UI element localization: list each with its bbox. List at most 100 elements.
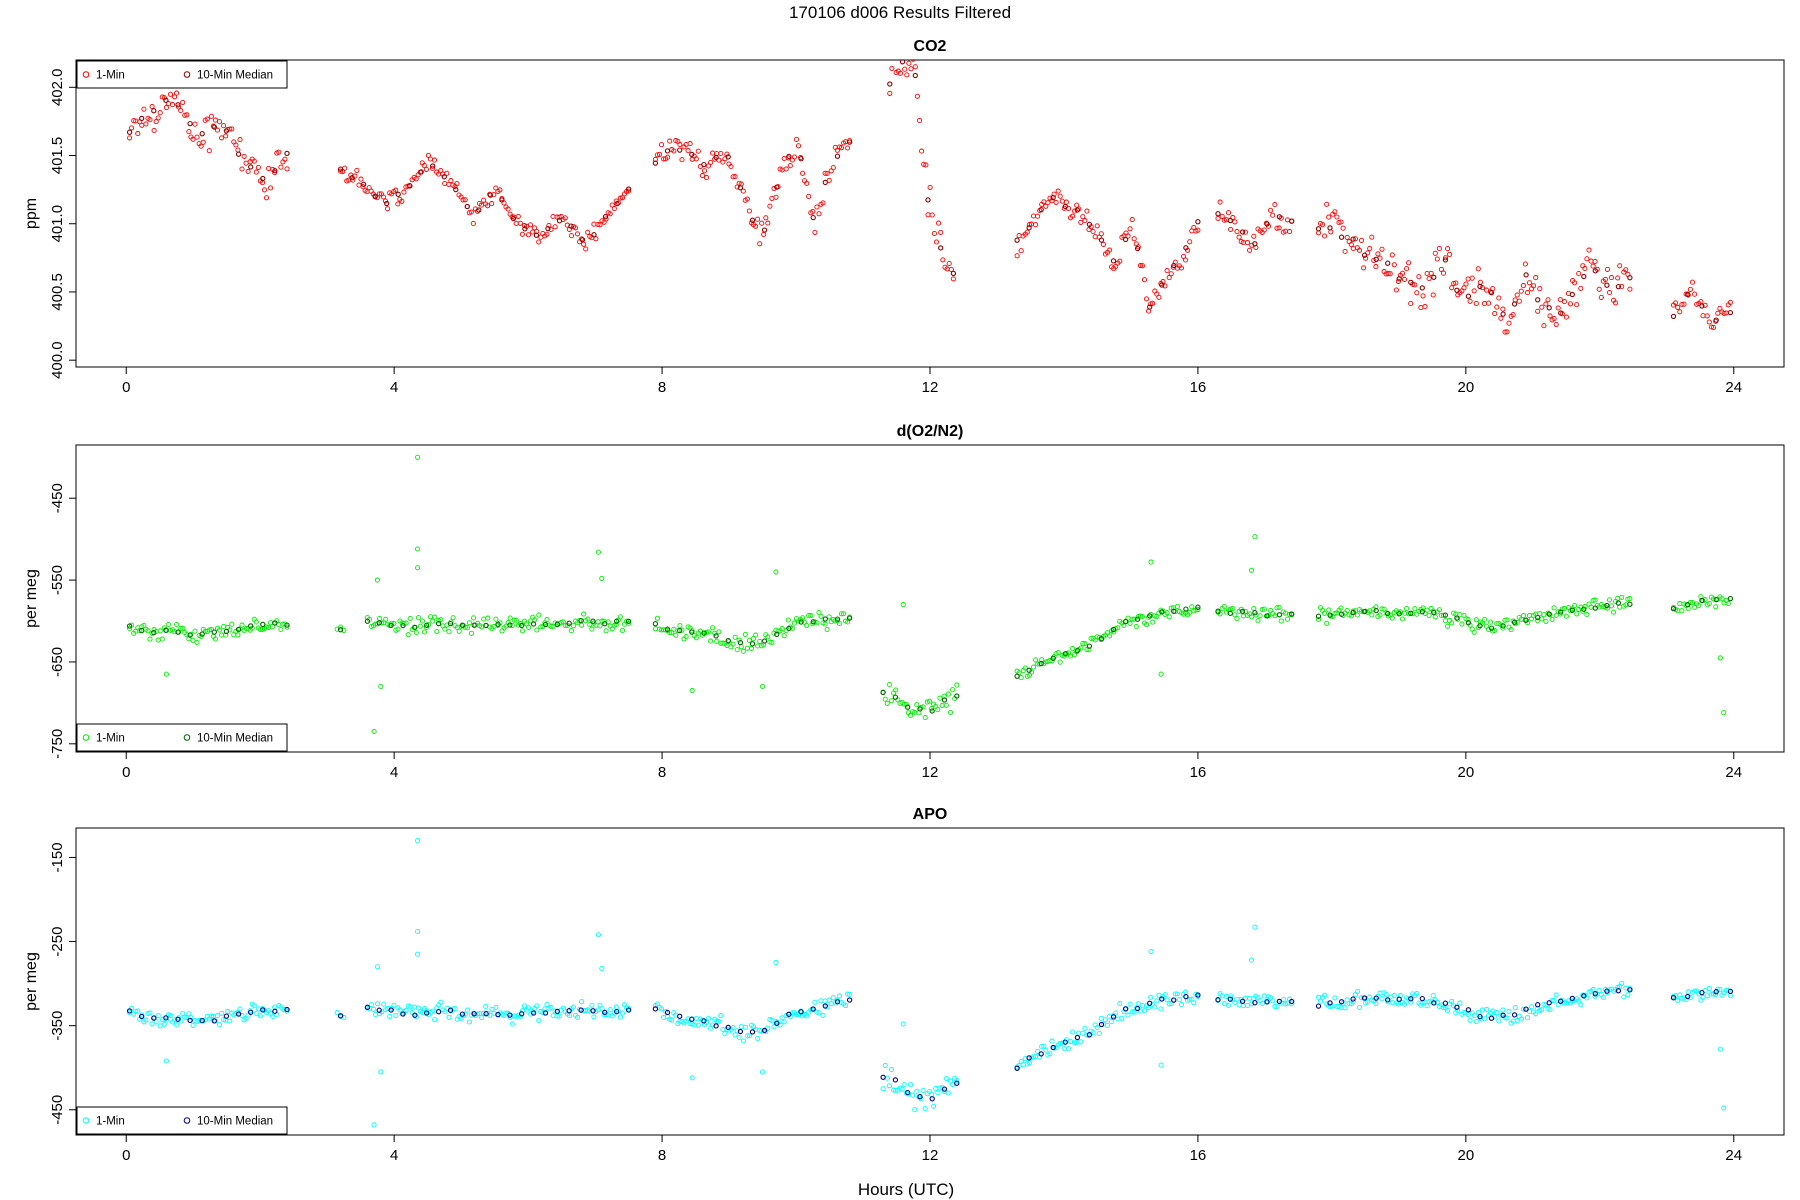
y-tick-label: -450 (49, 483, 66, 513)
point-10min-median (447, 1007, 454, 1013)
point-1min (1520, 1006, 1526, 1012)
point-1min (338, 624, 344, 630)
point-1min (1150, 619, 1156, 625)
point-10min-median (1315, 1003, 1322, 1009)
point-10min-median (689, 629, 695, 635)
point-10min-median (453, 186, 459, 193)
point-1min (1162, 283, 1168, 289)
point-1min (818, 613, 824, 619)
point-10min-median (1171, 262, 1177, 269)
point-1min (1512, 1005, 1518, 1011)
point-1min (1453, 280, 1459, 286)
point-1min (1708, 324, 1714, 330)
point-1min (884, 700, 890, 706)
point-10min-median (1195, 219, 1201, 225)
point-10min-median (388, 622, 394, 629)
point-1min (748, 645, 755, 651)
point-1min (1481, 1016, 1488, 1022)
point-1min (415, 838, 421, 844)
point-1min (137, 628, 143, 634)
point-1min (1125, 1012, 1131, 1018)
y-axis-label: per meg (23, 952, 40, 1011)
point-1min (497, 187, 503, 193)
point-1min (886, 681, 892, 688)
point-1min (759, 1069, 766, 1075)
point-1min (1139, 263, 1145, 269)
point-10min-median (1252, 1000, 1258, 1006)
point-1min (163, 671, 169, 677)
point-1min (830, 165, 836, 171)
point-1min (1053, 199, 1059, 206)
point-1min (1434, 256, 1440, 262)
point-1min (509, 622, 515, 628)
point-1min (489, 1006, 495, 1012)
y-tick-label: -750 (49, 729, 66, 759)
point-1min (167, 91, 174, 97)
point-1min (1242, 608, 1248, 614)
point-1min (374, 964, 380, 970)
point-1min (489, 201, 495, 207)
point-10min-median (1159, 996, 1165, 1002)
point-1min (251, 1003, 257, 1009)
point-1min (1399, 270, 1406, 276)
point-1min (658, 1006, 665, 1012)
point-1min (334, 1010, 340, 1016)
point-10min-median (578, 1007, 584, 1013)
point-10min-median (1289, 998, 1295, 1005)
point-1min (912, 64, 918, 70)
point-1min (914, 1089, 920, 1095)
point-1min (572, 225, 579, 231)
point-1min (1504, 1015, 1510, 1021)
point-1min (429, 165, 436, 171)
point-10min-median (614, 1008, 620, 1015)
point-1min (241, 153, 247, 159)
point-1min (341, 627, 347, 633)
point-10min-median (376, 1007, 382, 1013)
point-1min (534, 1003, 540, 1009)
point-10min-median (1604, 602, 1610, 609)
point-10min-median (519, 622, 525, 629)
point-10min-median (1488, 290, 1495, 296)
point-1min (219, 135, 225, 141)
point-1min (1317, 998, 1324, 1004)
point-10min-median (701, 1018, 707, 1024)
point-1min (157, 628, 163, 634)
point-1min (693, 635, 699, 641)
point-10min-median (1546, 611, 1552, 617)
point-1min (1183, 257, 1189, 263)
point-1min (1248, 567, 1255, 573)
point-1min (491, 192, 497, 198)
point-1min (479, 1015, 485, 1021)
point-1min (1115, 625, 1121, 631)
point-10min-median (388, 1007, 394, 1013)
point-1min (1252, 534, 1258, 540)
point-1min (1270, 212, 1276, 218)
point-1min (728, 163, 734, 170)
point-1min (705, 163, 712, 169)
point-1min (438, 999, 444, 1005)
point-1min (1551, 315, 1557, 322)
point-1min (1024, 229, 1030, 235)
point-1min (1178, 1001, 1185, 1008)
point-1min (899, 1086, 905, 1092)
point-1min (1445, 623, 1451, 629)
point-1min (370, 1006, 377, 1012)
point-10min-median (424, 1010, 430, 1016)
point-1min (1176, 997, 1182, 1003)
point-1min (1486, 626, 1492, 633)
point-1min (1578, 285, 1584, 291)
x-tick-label: 20 (1457, 1147, 1474, 1164)
point-10min-median (822, 1003, 828, 1009)
point-10min-median (1361, 608, 1368, 615)
point-1min (1496, 1018, 1502, 1024)
point-10min-median (1699, 989, 1705, 996)
point-1min (1195, 607, 1201, 613)
point-1min (1261, 227, 1267, 233)
point-1min (916, 117, 923, 124)
point-1min (1070, 646, 1076, 652)
point-10min-median (689, 1016, 695, 1022)
point-10min-median (235, 151, 242, 157)
point-1min (1459, 621, 1465, 627)
point-1min (804, 622, 810, 628)
point-1min (521, 1003, 528, 1009)
